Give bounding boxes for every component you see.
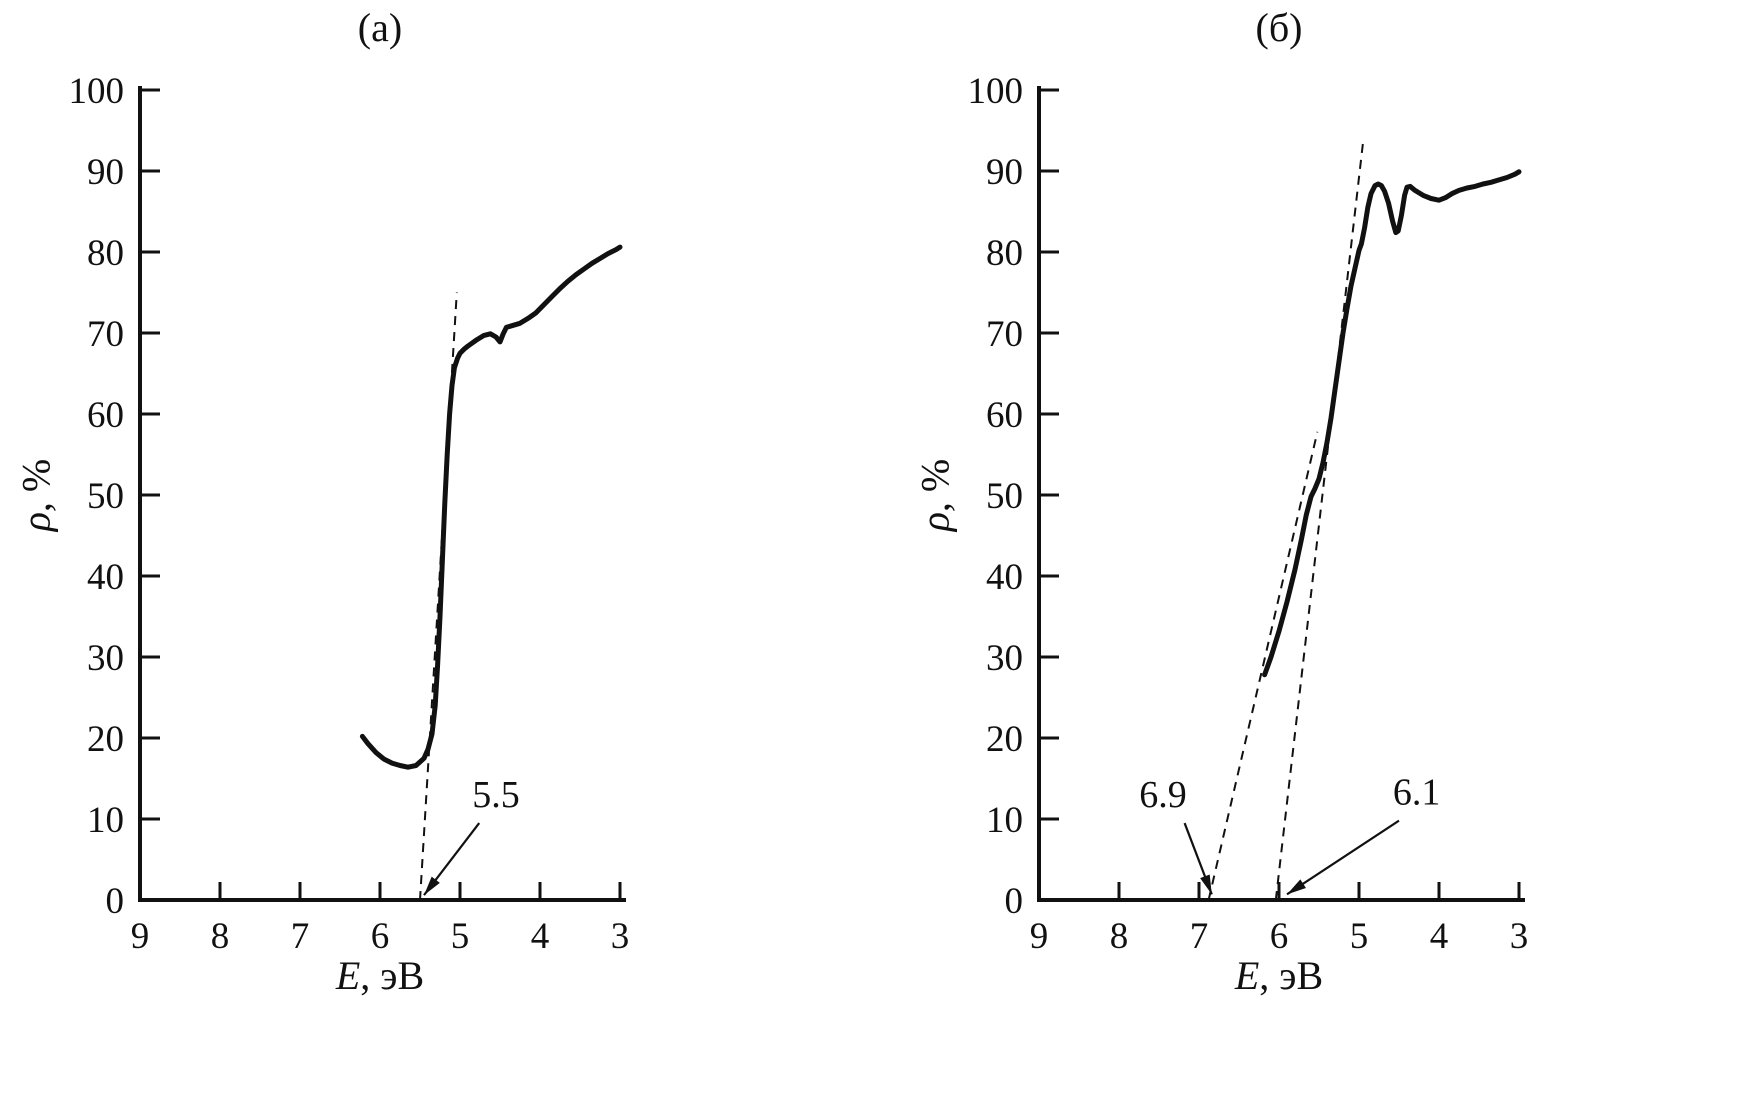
y-tick-label: 50: [87, 476, 124, 517]
x-tick-label: 5: [1350, 916, 1369, 957]
panel-b-x-axis-unit: , эВ: [1259, 953, 1324, 998]
y-tick-label: 0: [1005, 881, 1024, 922]
panel-b: (б) ρ, % 9 8 7 6 5 4 3 0 10 20 30 40 50 60 70 80 90 100 6.…: [899, 0, 1759, 1120]
annotation-arrowhead: [424, 876, 440, 896]
y-tick-label: 100: [968, 71, 1024, 112]
annotation-label: 5.5: [472, 774, 520, 816]
y-tick-label: 30: [87, 638, 124, 679]
lower-threshold-extrapolation-dashed-line: [1207, 431, 1319, 901]
y-tick-label: 80: [986, 233, 1023, 274]
annotation-label: 6.9: [1139, 774, 1187, 816]
y-tick-label: 90: [986, 152, 1023, 193]
panel-a-x-axis-label: E, эВ: [140, 952, 620, 999]
x-tick-label: 4: [531, 916, 550, 957]
panel-b-title: (б): [1255, 5, 1303, 50]
y-tick-label: 40: [87, 557, 124, 598]
panel-a-x-axis-symbol: E: [335, 953, 361, 998]
annotation-arrow-line: [1286, 819, 1400, 896]
x-tick-label: 3: [611, 916, 630, 957]
x-tick-label: 6: [1270, 916, 1289, 957]
panel-b-x-axis-label: E, эВ: [1039, 952, 1519, 999]
y-tick-label: 0: [106, 881, 125, 922]
annotation-arrowhead: [1287, 879, 1306, 895]
y-tick-label: 80: [87, 233, 124, 274]
x-tick-label: 3: [1510, 916, 1529, 957]
y-tick-label: 90: [87, 152, 124, 193]
y-tick-label: 60: [986, 395, 1023, 436]
x-tick-label: 4: [1430, 916, 1449, 957]
annotation-arrowhead: [1200, 874, 1212, 895]
y-tick-label: 10: [87, 800, 124, 841]
reflectance-curve: [1262, 169, 1522, 678]
x-tick-label: 8: [1110, 916, 1129, 957]
y-tick-label: 20: [87, 719, 124, 760]
panel-b-x-axis-symbol: E: [1234, 953, 1260, 998]
x-tick-label: 7: [1190, 916, 1209, 957]
x-tick-label: 6: [371, 916, 390, 957]
y-tick-label: 100: [69, 71, 125, 112]
reflectance-curve: [359, 244, 623, 770]
y-tick-label: 30: [986, 638, 1023, 679]
x-tick-label: 8: [211, 916, 230, 957]
panel-a: (а) ρ, % 9 8 7 6 5 4 3 0 10 20 30 40 50 60 70 80 90 100 5.…: [0, 0, 860, 1120]
x-tick-label: 9: [131, 916, 150, 957]
panel-a-x-axis-unit: , эВ: [360, 953, 425, 998]
y-tick-label: 10: [986, 800, 1023, 841]
upper-threshold-extrapolation-dashed-line: [1274, 142, 1364, 901]
y-tick-label: 40: [986, 557, 1023, 598]
y-tick-label: 50: [986, 476, 1023, 517]
y-tick-label: 70: [87, 314, 124, 355]
x-tick-label: 9: [1030, 916, 1049, 957]
x-tick-label: 5: [451, 916, 470, 957]
x-tick-label: 7: [291, 916, 310, 957]
panel-a-title: (а): [357, 5, 403, 50]
y-tick-label: 70: [986, 314, 1023, 355]
y-tick-label: 20: [986, 719, 1023, 760]
annotation-label: 6.1: [1393, 771, 1441, 813]
y-tick-label: 60: [87, 395, 124, 436]
